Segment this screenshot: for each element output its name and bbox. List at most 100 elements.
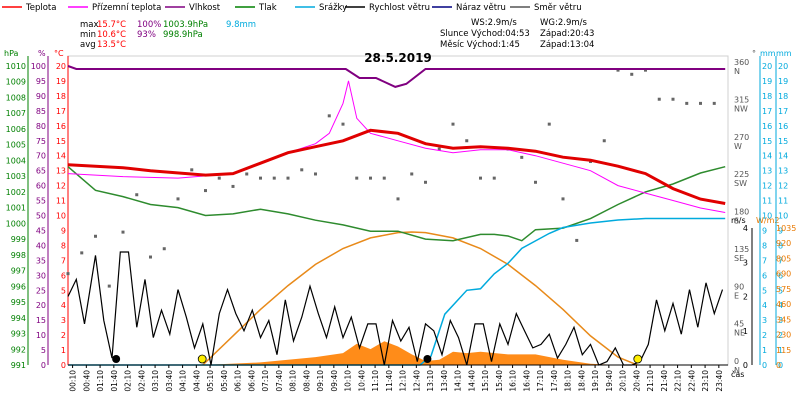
x-tick-label: 13:10 <box>426 370 435 392</box>
pressure-tick-label: 1007 <box>6 109 26 118</box>
temp-tick-label: 6 <box>61 271 66 280</box>
unit-ms: m/s <box>731 216 746 225</box>
direction-tick-label: SW <box>734 179 747 188</box>
direction-tick-label: E <box>734 291 739 300</box>
wind-direction-point <box>107 284 111 288</box>
humidity-tick-label: 65 <box>36 167 46 176</box>
unit-mm: mm <box>760 49 776 58</box>
temp-tick-label: 0 <box>61 361 66 370</box>
legend-label: Směr větru <box>534 3 582 13</box>
rain-tick-label-2: 17 <box>778 107 788 116</box>
x-tick-label: 11:10 <box>371 370 380 392</box>
moon-rise-info: Měsíc Východ:1:45 <box>440 40 520 50</box>
humidity-tick-label: 40 <box>36 241 46 250</box>
wind-direction-point <box>149 255 152 259</box>
rain-tick-label: 14 <box>762 152 772 161</box>
x-tick-label: 18:10 <box>564 370 573 392</box>
direction-tick-deg: 225 <box>734 170 749 179</box>
wind-direction-point <box>190 168 194 172</box>
stat-min-label: min <box>80 30 96 40</box>
x-tick-label: 09:10 <box>316 370 325 392</box>
x-tick-label: 03:10 <box>151 370 160 392</box>
wind-direction-point <box>630 72 634 76</box>
solar-tick-label: 575 <box>776 285 791 294</box>
pressure-tick-label: 1009 <box>6 78 26 87</box>
temp-tick-label: 10 <box>56 212 66 221</box>
solar-measured-area <box>202 341 638 365</box>
x-tick-label: 10:40 <box>357 370 366 392</box>
unit-deg: ° <box>752 49 756 58</box>
wind-direction-point <box>341 122 345 126</box>
rain-tick-label: 15 <box>762 137 772 146</box>
humidity-tick-label: 95 <box>36 77 46 86</box>
humidity-tick-label: 100 <box>31 62 46 71</box>
solar-tick-label: 690 <box>776 270 791 279</box>
rain-tick-label: 17 <box>762 107 772 116</box>
temp-tick-label: 3 <box>61 316 66 325</box>
moon-set-info: Západ:13:04 <box>540 40 594 50</box>
series-layer <box>66 65 726 366</box>
x-tick-label: 17:10 <box>536 370 545 392</box>
wind-direction-point <box>575 238 579 242</box>
x-tick-label: 20:10 <box>619 370 628 392</box>
temp-tick-label: 11 <box>56 197 66 206</box>
rain-tick-label-2: 16 <box>778 122 788 131</box>
rain-tick-label: 18 <box>762 92 772 101</box>
rain-tick-label-2: 11 <box>778 197 788 206</box>
x-tick-label: 12:10 <box>399 370 408 392</box>
legend-label: Náraz větru <box>456 3 506 13</box>
temp-tick-label: 8 <box>61 241 66 250</box>
rain-tick-label-2: 0 <box>778 361 783 370</box>
rain-tick-label-2: 14 <box>778 152 788 161</box>
wind-direction-point <box>396 197 400 201</box>
moonrise-marker <box>112 355 121 363</box>
solar-tick-label: 115 <box>776 346 791 355</box>
direction-tick-deg: 270 <box>734 133 749 142</box>
unit-pct: % <box>38 49 46 58</box>
temp-tick-label: 20 <box>56 62 66 71</box>
direction-tick-label: W <box>734 142 742 151</box>
direction-tick-label: S <box>734 217 739 226</box>
humidity-tick-label: 20 <box>36 301 46 310</box>
x-tick-label: 15:10 <box>481 370 490 392</box>
pressure-tick-label: 1001 <box>6 204 26 213</box>
wind-direction-point <box>327 114 331 118</box>
humidity-tick-label: 80 <box>36 122 46 131</box>
rain-tick-label-2: 13 <box>778 167 788 176</box>
wind-direction-point <box>520 155 524 159</box>
x-tick-label: 19:40 <box>605 370 614 392</box>
direction-tick-deg: 0 <box>734 357 739 366</box>
humidity-tick-label: 25 <box>36 286 46 295</box>
wind-gust-info: WG:2.9m/s <box>540 18 588 28</box>
x-tick-label: 17:40 <box>550 370 559 392</box>
temp-tick-label: 15 <box>56 137 66 146</box>
temp-tick-label: 18 <box>56 92 66 101</box>
wind-direction-point <box>451 122 455 126</box>
rain-tick-label: 1 <box>762 346 767 355</box>
solar-curve <box>202 231 638 366</box>
pressure-tick-label: 1004 <box>6 156 26 165</box>
stat-max-label: max <box>80 20 99 30</box>
legend-label: Přízemní teplota <box>92 3 161 13</box>
rain-tick-label: 8 <box>762 241 767 250</box>
temp-tick-label: 17 <box>56 107 66 116</box>
rain-tick-label: 2 <box>762 331 767 340</box>
x-tick-label: 06:10 <box>234 370 243 392</box>
rain-tick-label: 5 <box>762 286 767 295</box>
pressure-tick-label: 1010 <box>6 62 26 71</box>
sun-rise-info: Slunce Východ:04:53 <box>440 29 530 39</box>
wind-direction-point <box>671 97 675 101</box>
wind-direction-point <box>534 180 537 184</box>
humidity-tick-label: 10 <box>36 331 46 340</box>
pressure-tick-label: 1003 <box>6 172 26 181</box>
unit-mm-2: mm <box>776 49 792 58</box>
temp-tick-label: 12 <box>56 182 66 191</box>
solar-tick-label: 230 <box>776 331 791 340</box>
x-tick-label: 21:10 <box>646 370 655 392</box>
direction-tick-deg: 315 <box>734 95 749 104</box>
sun-set-info: Západ:20:43 <box>540 29 594 39</box>
x-tick-label: 01:40 <box>110 370 119 392</box>
stat-min-temp: 10.6°C <box>97 30 126 40</box>
wind-direction-point <box>314 172 317 176</box>
wind-direction-point <box>547 122 551 126</box>
